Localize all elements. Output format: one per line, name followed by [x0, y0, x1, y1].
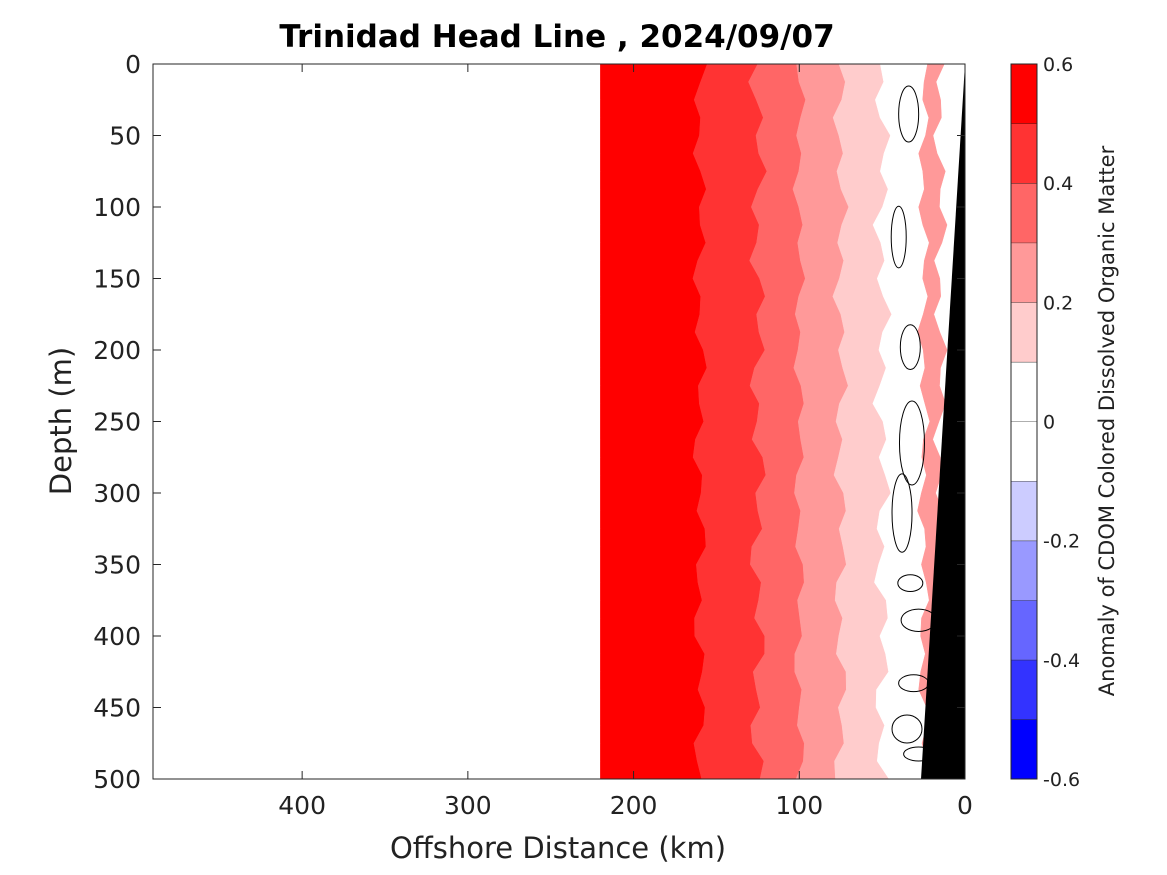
x-tick-label-1: 300	[444, 791, 492, 820]
colorbar-swatch-1	[1011, 659, 1037, 720]
x-tick-label-2: 200	[610, 791, 658, 820]
colorbar-swatch-9	[1011, 183, 1037, 243]
colorbar-tick-label-0: 0.6	[1043, 54, 1073, 76]
y-tick-label-3: 150	[93, 265, 141, 294]
zero-contour-4	[891, 473, 913, 553]
y-tick-label-9: 450	[93, 694, 141, 723]
y-tick-label-10: 500	[93, 765, 141, 794]
zero-contour-2	[899, 324, 921, 371]
y-tick-label-6: 300	[93, 479, 141, 508]
colorbar-tick-label-1: 0.4	[1043, 173, 1073, 195]
colorbar-swatch-3	[1011, 540, 1037, 601]
colorbar-ticks: 0.6 0.4 0.2 0 -0.2 -0.4 -0.6	[1043, 54, 1080, 791]
colorbar-swatch-0	[1011, 719, 1037, 779]
colorbar-tick-label-5: -0.4	[1043, 650, 1080, 672]
colorbar-swatch-4	[1011, 481, 1037, 541]
colorbar-swatch-11	[1011, 64, 1037, 124]
zero-contour-0	[898, 85, 920, 143]
chart-title: Trinidad Head Line , 2024/09/07	[279, 19, 834, 55]
colorbar-frame	[1010, 63, 1038, 780]
y-tick-label-7: 350	[93, 551, 141, 580]
anomaly-field	[600, 64, 949, 779]
colorbar-swatch-10	[1011, 123, 1037, 184]
colorbar-swatch-8	[1011, 242, 1037, 303]
colorbar-tick-label-6: -0.6	[1043, 769, 1080, 791]
x-tick-label-3: 100	[775, 791, 823, 820]
x-tick-label-0: 400	[278, 791, 326, 820]
colorbar-tick-label-3: 0	[1043, 412, 1055, 434]
colorbar-label: Anomaly of CDOM Colored Dissolved Organi…	[1095, 145, 1119, 696]
y-tick-label-2: 100	[93, 193, 141, 222]
colorbar-swatch-7	[1011, 302, 1037, 362]
y-axis: 0 50 100 150 200 250 300 350 400 450 500	[93, 50, 965, 794]
anomaly-band-6	[917, 64, 949, 779]
y-tick-label-0: 0	[125, 50, 141, 79]
zero-contour-3	[898, 400, 925, 486]
x-axis-label: Offshore Distance (km)	[390, 831, 726, 865]
y-tick-label-5: 250	[93, 408, 141, 437]
colorbar-swatch-2	[1011, 600, 1037, 660]
y-tick-label-4: 200	[93, 336, 141, 365]
colorbar-swatch-5	[1011, 421, 1037, 482]
y-axis-label: Depth (m)	[44, 347, 78, 495]
bathymetry-seafloor	[921, 64, 965, 779]
y-tick-label-8: 400	[93, 622, 141, 651]
zero-contour-5	[897, 574, 924, 592]
y-tick-label-1: 50	[109, 122, 141, 151]
x-axis: 400 300 200 100 0	[278, 64, 973, 820]
colorbar-swatch-6	[1011, 361, 1037, 422]
x-tick-label-4: 0	[957, 791, 973, 820]
colorbar-tick-label-2: 0.2	[1043, 292, 1073, 314]
colorbar	[1010, 63, 1038, 780]
zero-contour-8	[891, 714, 923, 744]
anomaly-band-0	[600, 64, 708, 779]
zero-contour-1	[890, 205, 907, 269]
colorbar-tick-label-4: -0.2	[1043, 531, 1080, 553]
